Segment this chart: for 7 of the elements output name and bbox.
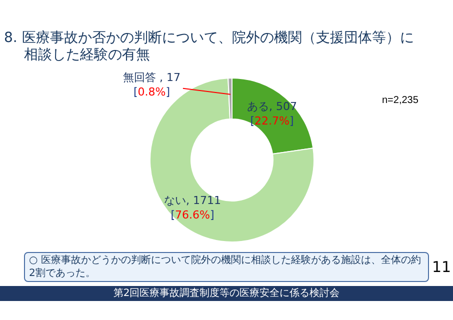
text: n=2,235 (382, 95, 419, 106)
text: 第2回医療事故調査制度等の医療安全に係る検討会 (0, 286, 453, 301)
chart-title: 8. 医療事故か否かの判断について、院外の機関（支援団体等）に相談した経験の有無 (4, 30, 415, 64)
slice-label: ない, 1711 [76.6%] (164, 194, 221, 222)
slice-label: 無回答 , 17 [0.8%] (123, 71, 180, 98)
text: 11 (432, 258, 452, 276)
text: ○ 医療事故かどうかの判断について院外の機関に相談した経験がある施設は、全体の約2割であった。 (24, 252, 429, 282)
